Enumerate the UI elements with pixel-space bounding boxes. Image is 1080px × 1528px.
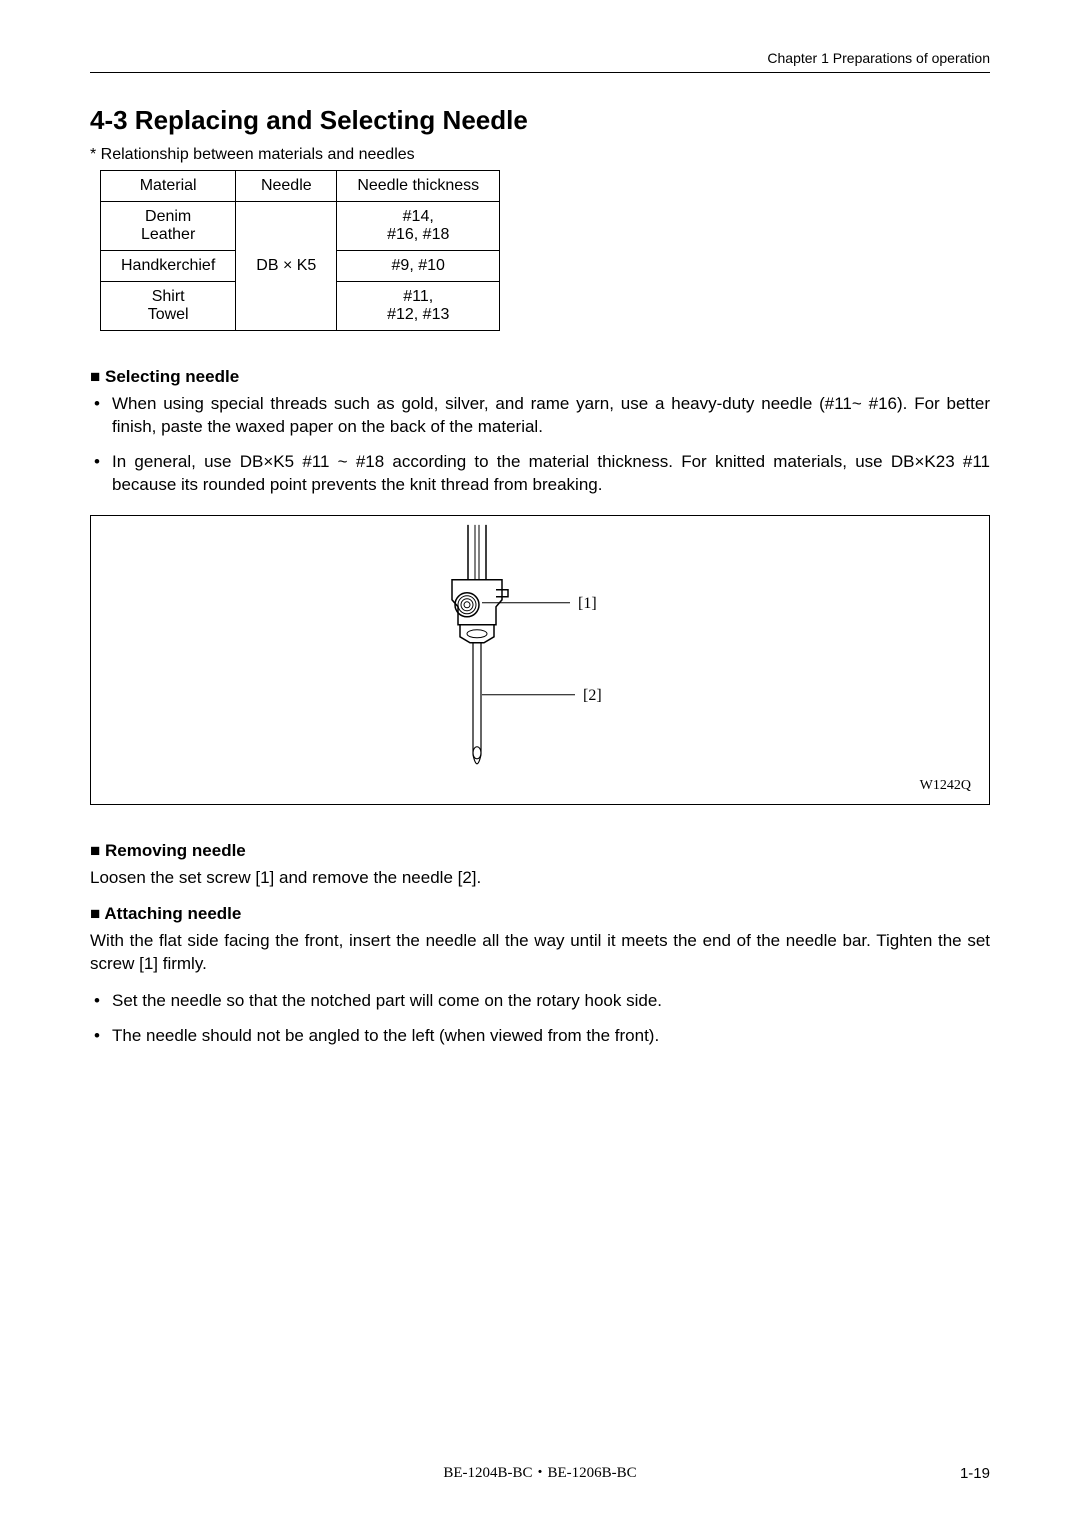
- removing-needle-heading: Removing needle: [90, 841, 990, 861]
- list-item: The needle should not be angled to the l…: [90, 1025, 990, 1048]
- attaching-needle-list: Set the needle so that the notched part …: [90, 990, 990, 1048]
- selecting-needle-heading: Selecting needle: [90, 367, 990, 387]
- needle-diagram-svg: [1] [2]: [400, 525, 680, 785]
- table-row: Denim Leather DB × K5 #14, #16, #18: [101, 202, 500, 251]
- cell-material: Shirt Towel: [101, 282, 236, 331]
- needle-diagram: [1] [2] W1242Q: [90, 515, 990, 805]
- col-thickness: Needle thickness: [337, 171, 500, 202]
- page-number: 1-19: [960, 1465, 990, 1482]
- cell-thickness: #9, #10: [337, 251, 500, 282]
- list-item: When using special threads such as gold,…: [90, 393, 990, 439]
- col-material: Material: [101, 171, 236, 202]
- chapter-header: Chapter 1 Preparations of operation: [90, 50, 990, 73]
- selecting-needle-list: When using special threads such as gold,…: [90, 393, 990, 497]
- needle-table: Material Needle Needle thickness Denim L…: [100, 170, 500, 331]
- footer-model: BE-1204B-BC・BE-1206B-BC: [0, 1461, 1080, 1482]
- diagram-code: W1242Q: [920, 778, 971, 794]
- cell-material: Handkerchief: [101, 251, 236, 282]
- cell-thickness: #11, #12, #13: [337, 282, 500, 331]
- section-subtitle: * Relationship between materials and nee…: [90, 146, 990, 164]
- chapter-text: Chapter 1 Preparations of operation: [767, 50, 990, 66]
- list-item: Set the needle so that the notched part …: [90, 990, 990, 1013]
- cell-material: Denim Leather: [101, 202, 236, 251]
- attaching-needle-text: With the flat side facing the front, ins…: [90, 930, 990, 976]
- cell-thickness: #14, #16, #18: [337, 202, 500, 251]
- callout-1-label: [1]: [578, 595, 597, 612]
- list-item: In general, use DB×K5 #11 ~ #18 accordin…: [90, 451, 990, 497]
- table-header-row: Material Needle Needle thickness: [101, 171, 500, 202]
- col-needle: Needle: [236, 171, 337, 202]
- attaching-needle-heading: Attaching needle: [90, 904, 990, 924]
- section-title: 4-3 Replacing and Selecting Needle: [90, 105, 990, 136]
- callout-2-label: [2]: [583, 687, 602, 704]
- cell-needle: DB × K5: [236, 202, 337, 331]
- removing-needle-text: Loosen the set screw [1] and remove the …: [90, 867, 990, 890]
